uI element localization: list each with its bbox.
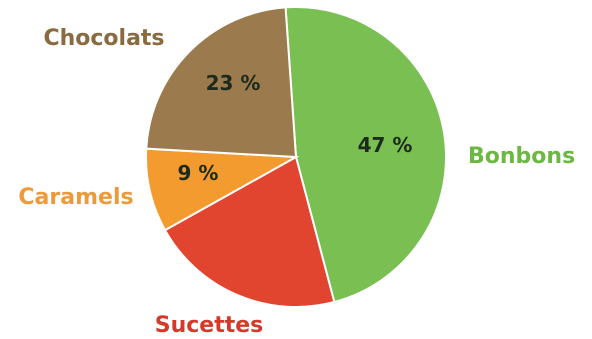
slice-label-chocolats: Chocolats	[43, 26, 164, 51]
pie-slice-bonbons	[284, 6, 447, 304]
slice-label-sucettes: Sucettes	[155, 313, 264, 338]
pie-slices	[145, 6, 447, 308]
value-label-chocolats: 23 %	[206, 71, 261, 95]
slice-label-caramels: Caramels	[18, 185, 133, 210]
pie-slice-sucettes	[163, 155, 336, 308]
value-label-caramels: 9 %	[178, 161, 219, 185]
pie-slice-chocolats	[145, 6, 298, 159]
pie-labels: Bonbons 47 % Sucettes Caramels 9 % Chocolats 2…	[18, 26, 575, 338]
value-label-bonbons: 47 %	[358, 133, 413, 157]
pie-slice-caramels	[145, 147, 300, 232]
slice-label-bonbons: Bonbons	[468, 144, 575, 169]
